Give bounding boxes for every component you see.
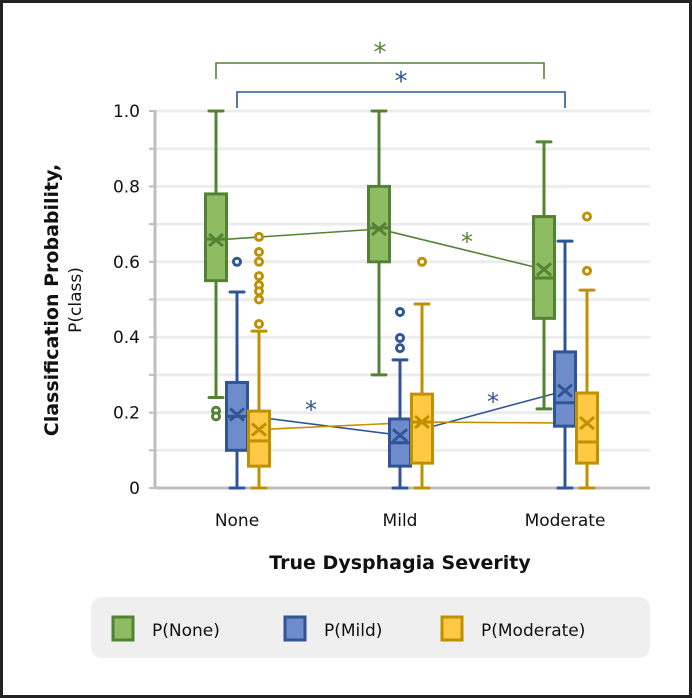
- legend-box: [91, 597, 650, 658]
- significance-asterisk: *: [487, 388, 499, 416]
- y-tick-label: 0.4: [113, 328, 140, 348]
- legend-label: P(Moderate): [481, 621, 585, 641]
- mean-marker: [392, 428, 408, 443]
- outlier-point: [254, 256, 264, 267]
- x-tick-label: Moderate: [525, 511, 606, 531]
- mean-marker: [208, 232, 224, 248]
- outlier-point: [211, 411, 221, 422]
- y-axis-title: Classification Probability,: [41, 164, 63, 437]
- mean-marker: [579, 416, 595, 431]
- outlier-point: [254, 271, 264, 282]
- iqr-box: [575, 391, 599, 465]
- y-tick-label: 0.2: [113, 404, 140, 424]
- box-P(Mild)-Mild: [388, 306, 412, 490]
- x-tick-label: None: [215, 511, 259, 531]
- legend-swatch-P(Moderate): [440, 615, 464, 642]
- outlier-point: [254, 286, 264, 297]
- legend-label: P(Mild): [324, 621, 382, 641]
- legend-swatch-P(None): [111, 615, 135, 642]
- y-tick-label: 1.0: [113, 102, 140, 122]
- iqr-box: [367, 184, 391, 264]
- y-tick-label: 0.8: [113, 177, 140, 197]
- mean-marker: [229, 407, 245, 422]
- outlier-point: [417, 256, 427, 267]
- mean-marker: [371, 221, 387, 237]
- mean-marker: [536, 262, 552, 277]
- outlier-point: [582, 211, 592, 222]
- outlier-point: [232, 256, 242, 267]
- legend-label: P(None): [152, 621, 220, 641]
- outlier-point: [395, 306, 405, 317]
- y-tick-label: 0.6: [113, 253, 140, 273]
- mean-marker: [414, 414, 430, 430]
- box-P(None)-None: [204, 109, 228, 422]
- outlier-point: [254, 231, 264, 242]
- outlier-point: [254, 294, 264, 305]
- box-P(Moderate)-Moderate: [575, 211, 599, 490]
- outlier-point: [254, 319, 264, 330]
- y-axis-subtitle: P(class): [66, 267, 86, 333]
- box-P(None)-Moderate: [532, 140, 556, 411]
- outlier-point: [582, 265, 592, 276]
- significance-bracket: [236, 91, 566, 108]
- x-tick-label: Mild: [383, 511, 418, 531]
- significance-asterisk: *: [461, 228, 473, 256]
- box-P(Mild)-None: [225, 256, 249, 490]
- significance-bracket: [215, 62, 545, 79]
- mean-marker: [557, 383, 573, 398]
- box-P(None)-Mild: [367, 109, 391, 377]
- outlier-point: [395, 332, 405, 343]
- legend-swatch-P(Mild): [283, 615, 307, 642]
- x-axis-title: True Dysphagia Severity: [269, 552, 531, 574]
- iqr-box: [410, 392, 434, 465]
- significance-asterisk: *: [305, 396, 317, 424]
- box-P(Moderate)-Mild: [410, 256, 434, 490]
- significance-asterisk: *: [374, 38, 387, 68]
- y-tick-label: 0: [129, 479, 140, 499]
- box-P(Mild)-Moderate: [553, 239, 577, 490]
- significance-asterisk: *: [395, 67, 408, 97]
- outlier-point: [254, 246, 264, 257]
- outlier-point: [395, 343, 405, 354]
- box-P(Moderate)-None: [247, 231, 271, 490]
- iqr-box: [204, 192, 228, 283]
- iqr-box: [247, 409, 271, 468]
- mean-marker: [251, 422, 267, 437]
